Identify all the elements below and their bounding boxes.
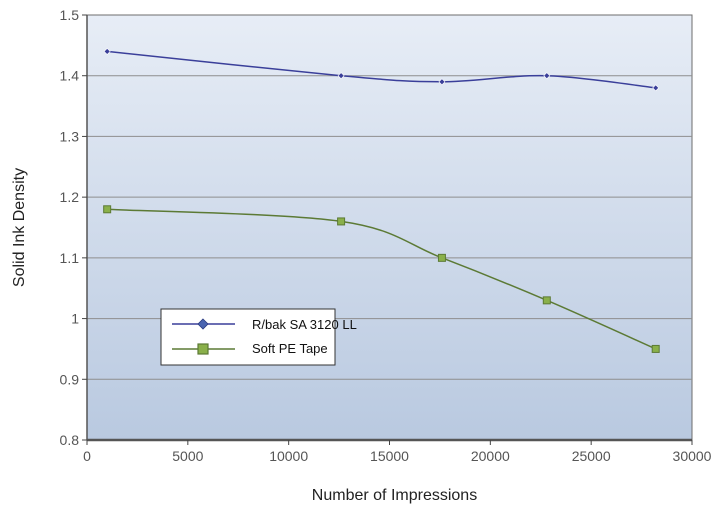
legend-marker-diamond	[197, 318, 209, 330]
data-point	[542, 296, 551, 305]
data-point	[103, 205, 112, 214]
legend-label-1: Soft PE Tape	[252, 341, 328, 356]
x-tick-label: 5000	[172, 448, 203, 464]
series-layer	[103, 48, 660, 353]
data-point	[543, 72, 551, 80]
legend-marker-square	[197, 343, 209, 355]
x-tick-label: 30000	[673, 448, 712, 464]
x-tick-label: 20000	[471, 448, 510, 464]
y-axis-title: Solid Ink Density	[11, 168, 28, 287]
data-point	[652, 84, 660, 92]
y-tick-label: 1.1	[60, 250, 80, 266]
plot-area	[86, 14, 693, 441]
data-point	[337, 217, 346, 226]
y-tick-label: 0.8	[60, 432, 80, 448]
legend-box	[160, 308, 336, 366]
y-tick-label: 0.9	[60, 371, 80, 387]
series-line-0	[107, 50, 656, 89]
y-tick-label: 1.3	[60, 128, 80, 144]
data-point	[438, 78, 446, 86]
data-point	[337, 72, 345, 80]
data-point	[651, 344, 660, 353]
legend: R/bak SA 3120 LL Soft PE Tape	[160, 308, 357, 366]
x-tick-label: 0	[83, 448, 91, 464]
y-axis-ticks: 0.8 0.9 1 1.1 1.2 1.3 1.4 1.5	[60, 7, 87, 448]
y-tick-label: 1.4	[60, 68, 80, 84]
data-point	[437, 253, 446, 262]
x-tick-label: 25000	[572, 448, 611, 464]
legend-label-0: R/bak SA 3120 LL	[252, 317, 357, 332]
y-tick-label: 1	[71, 311, 79, 327]
x-tick-label: 10000	[269, 448, 308, 464]
x-tick-label: 15000	[370, 448, 409, 464]
data-point	[103, 48, 111, 55]
x-axis-title: Number of Impressions	[312, 487, 477, 504]
y-tick-label: 1.2	[60, 189, 80, 205]
series-line-1	[107, 208, 657, 350]
y-tick-label: 1.5	[60, 7, 80, 23]
x-axis-ticks: 0 5000 10000 15000 20000 25000 30000	[83, 440, 712, 464]
